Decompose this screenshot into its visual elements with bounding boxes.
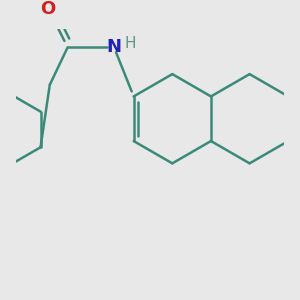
- Text: H: H: [124, 36, 136, 51]
- Text: O: O: [40, 0, 56, 18]
- Text: N: N: [106, 38, 122, 56]
